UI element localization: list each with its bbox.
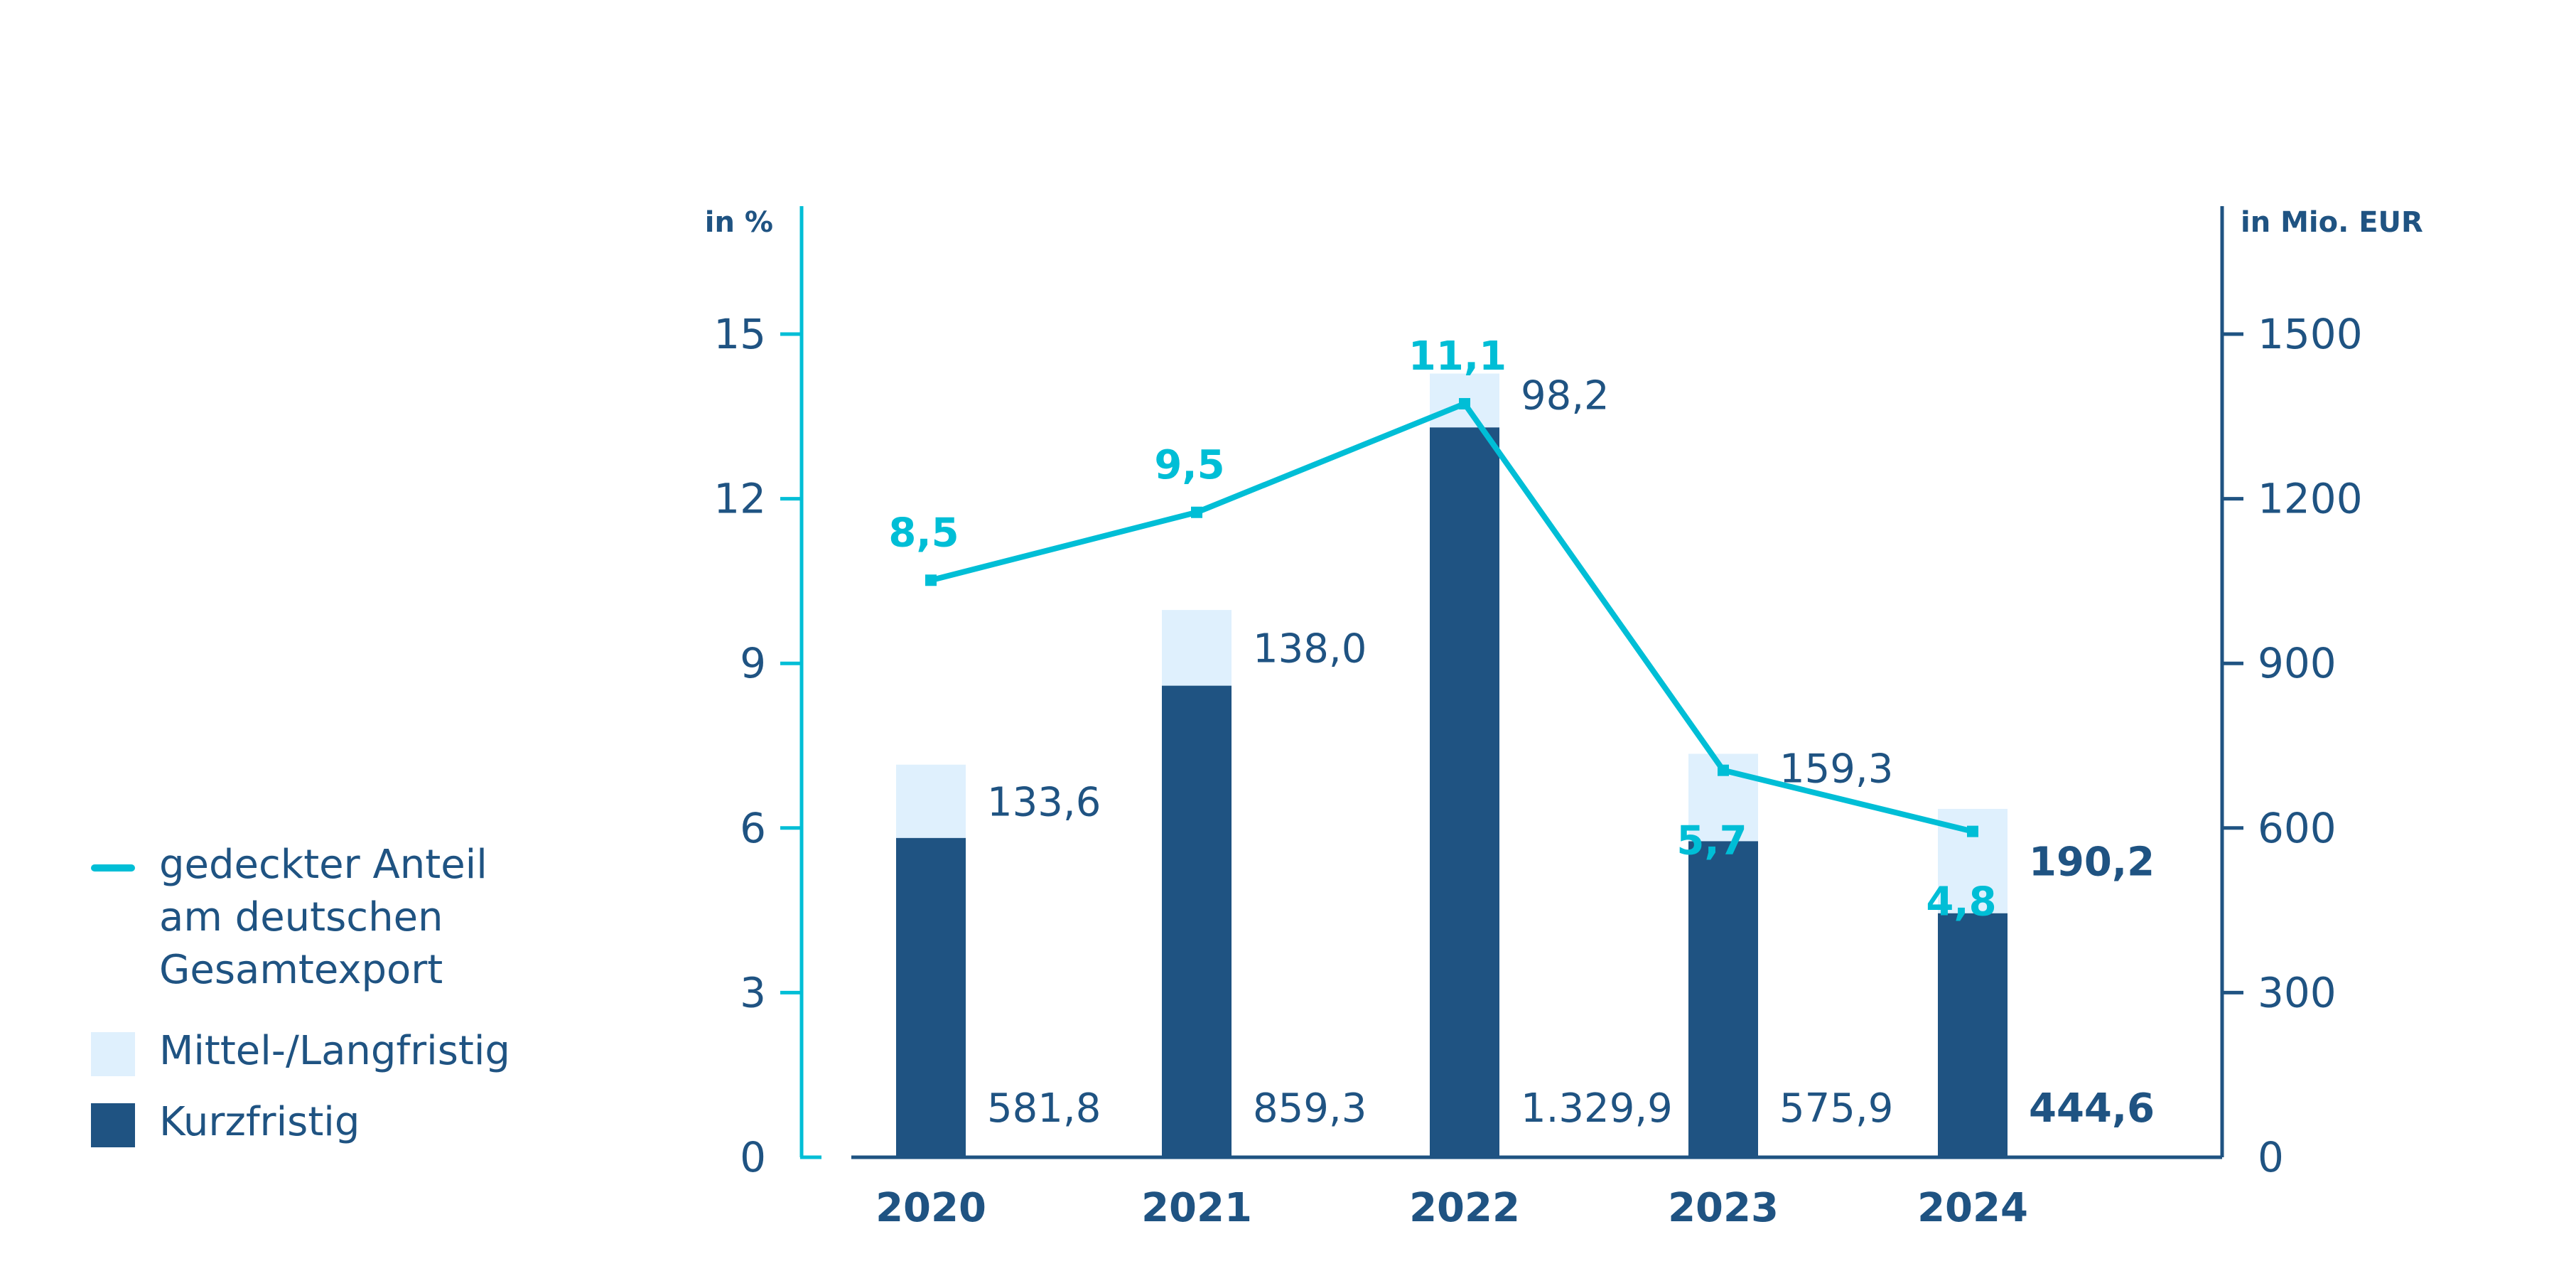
data-labels: 2020 581,8 133,6 2021 859,3 138,0 2022 1.329,9 9…	[875, 333, 2155, 1231]
label-short-2023: 575,9	[1779, 1085, 1893, 1132]
axes: in % 0 3 6 9 12 15 in Mio. EUR 0 300 600 900 1200 150…	[705, 206, 2423, 1181]
legend-label-medium-long: Mittel-/Langfristig	[159, 1028, 510, 1074]
share-point-2021	[1191, 506, 1202, 518]
bars	[896, 373, 2008, 1158]
right-axis-tick-label: 300	[2258, 968, 2337, 1017]
bar-short-2021	[1162, 685, 1232, 1157]
share-point-2023	[1718, 764, 1729, 776]
label-medium-long-2020: 133,6	[987, 779, 1101, 825]
legend-swatch-medium-long	[91, 1032, 135, 1076]
right-axis-tick-label: 0	[2258, 1133, 2284, 1181]
x-tick-label: 2020	[875, 1185, 986, 1231]
label-short-2021: 859,3	[1253, 1085, 1367, 1132]
left-axis-tick-label: 9	[740, 639, 766, 687]
label-medium-long-2021: 138,0	[1253, 626, 1367, 672]
bar-short-2024	[1938, 913, 2008, 1157]
legend-item-medium-long: Mittel-/Langfristig	[90, 1025, 600, 1078]
legend-item-share: gedeckter Anteil am deutschen Gesamtexpo…	[90, 839, 600, 997]
bar-short-2020	[896, 837, 966, 1157]
share-label-2024: 4,8	[1926, 879, 1996, 926]
label-medium-long-2022: 98,2	[1521, 373, 1610, 419]
left-axis-tick-label: 3	[740, 968, 766, 1017]
share-label-2022: 11,1	[1408, 333, 1507, 380]
label-medium-long-2023: 159,3	[1779, 746, 1893, 792]
share-point-2020	[925, 574, 937, 586]
label-short-2022: 1.329,9	[1521, 1085, 1673, 1132]
left-axis-tick-label: 12	[713, 475, 766, 523]
share-label-2021: 9,5	[1154, 442, 1224, 488]
share-point-2024	[1967, 825, 1978, 837]
left-axis-tick-label: 15	[713, 310, 766, 358]
right-axis-label: in Mio. EUR	[2241, 206, 2423, 239]
bar-medium-long-2020	[896, 764, 966, 838]
label-short-2024: 444,6	[2029, 1085, 2155, 1132]
right-axis-tick-label: 900	[2258, 639, 2337, 687]
legend: gedeckter Anteil am deutschen Gesamtexpo…	[90, 839, 600, 1167]
legend-label-short: Kurzfristig	[159, 1099, 360, 1145]
share-line-series	[925, 397, 1978, 837]
x-tick-label: 2024	[1917, 1185, 2028, 1231]
bar-short-2023	[1688, 841, 1758, 1157]
x-tick-label: 2021	[1141, 1185, 1252, 1231]
right-axis-tick-label: 1200	[2258, 475, 2363, 523]
x-tick-label: 2022	[1409, 1185, 1520, 1231]
left-axis-tick-label: 0	[740, 1133, 766, 1181]
left-axis-tick-label: 6	[740, 804, 766, 852]
label-short-2020: 581,8	[987, 1085, 1101, 1132]
legend-label-share: gedeckter Anteil am deutschen Gesamtexpo…	[159, 842, 487, 993]
legend-line-swatch	[91, 864, 135, 872]
x-tick-label: 2023	[1668, 1185, 1779, 1231]
left-axis-label: in %	[705, 206, 773, 239]
bar-medium-long-2021	[1162, 610, 1232, 686]
label-medium-long-2024: 190,2	[2029, 839, 2155, 885]
share-label-2023: 5,7	[1676, 818, 1747, 864]
right-axis-tick-label: 600	[2258, 804, 2337, 852]
legend-item-short: Kurzfristig	[90, 1096, 600, 1149]
right-axis-tick-label: 1500	[2258, 310, 2363, 358]
share-point-2022	[1459, 397, 1470, 409]
legend-swatch-short	[91, 1103, 135, 1147]
share-label-2020: 8,5	[888, 510, 959, 556]
bar-short-2022	[1430, 427, 1499, 1158]
